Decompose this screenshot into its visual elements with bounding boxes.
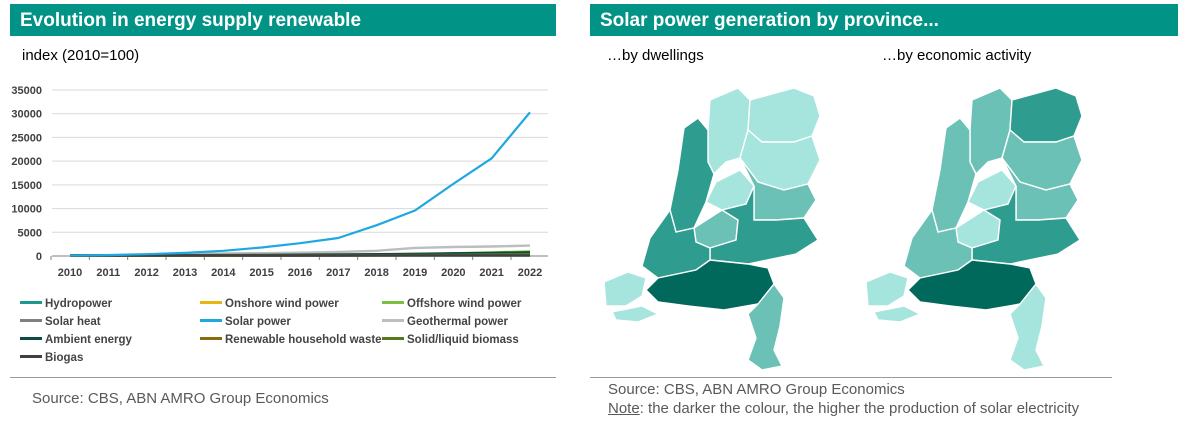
legend-item: Solar power [200, 316, 291, 328]
legend-item: Onshore wind power [200, 298, 339, 310]
legend-label: Solid/liquid biomass [407, 334, 519, 346]
map-economic [865, 87, 1083, 371]
legend-swatch [20, 319, 42, 323]
legend-label: Biogas [45, 352, 84, 364]
y-tick-label: 0 [36, 251, 42, 263]
province-limburg [747, 282, 785, 371]
x-tick-label: 2014 [211, 267, 236, 279]
province-gelderland [971, 185, 1081, 265]
note-label: Note [608, 400, 640, 417]
map-source: Source: CBS, ABN AMRO Group Economics No… [608, 380, 1079, 418]
province-groningen [747, 87, 821, 143]
x-tick-label: 2016 [288, 267, 312, 279]
right-divider [590, 377, 1112, 378]
map-label-dwellings: …by dwellings [607, 47, 704, 64]
x-tick-label: 2018 [364, 267, 388, 279]
x-tick-label: 2022 [518, 267, 542, 279]
province-zeeland [603, 271, 660, 323]
x-tick-label: 2013 [173, 267, 197, 279]
y-tick-label: 5000 [18, 227, 42, 239]
note-text: : the darker the colour, the higher the … [639, 400, 1080, 417]
province-noord-holland [669, 117, 715, 233]
province-limburg [1009, 282, 1047, 371]
legend-label: Ambient energy [45, 334, 132, 346]
x-tick-label: 2020 [441, 267, 465, 279]
y-tick-label: 35000 [11, 85, 42, 97]
map-source-line: Source: CBS, ABN AMRO Group Economics [608, 381, 905, 398]
series-line-solar-power [69, 111, 531, 257]
province-gelderland [709, 185, 819, 265]
legend-swatch [20, 301, 42, 305]
y-tick-label: 30000 [11, 109, 42, 121]
legend-item: Geothermal power [382, 316, 508, 328]
legend-swatch [200, 301, 222, 305]
chart-source: Source: CBS, ABN AMRO Group Economics [32, 390, 329, 407]
legend-swatch [382, 319, 404, 323]
legend-swatch [20, 355, 42, 359]
map-panel-title: Solar power generation by province... [590, 4, 1178, 36]
legend-swatch [20, 337, 42, 341]
chart-panel-title: Evolution in energy supply renewable [10, 4, 556, 36]
x-tick-label: 2011 [96, 267, 120, 279]
y-tick-label: 15000 [11, 180, 42, 192]
legend-swatch [200, 319, 222, 323]
x-tick-label: 2021 [479, 267, 503, 279]
legend-item: Solar heat [20, 316, 101, 328]
legend-swatch [200, 337, 222, 341]
legend-label: Geothermal power [407, 316, 508, 328]
x-tick-label: 2017 [326, 267, 350, 279]
legend-label: Onshore wind power [225, 298, 339, 310]
legend-label: Renewable household waste [225, 334, 382, 346]
legend-swatch [382, 337, 404, 341]
legend-item: Offshore wind power [382, 298, 521, 310]
legend-swatch [382, 301, 404, 305]
y-tick-label: 20000 [11, 156, 42, 168]
x-tick-label: 2015 [249, 267, 273, 279]
province-zeeland [865, 271, 922, 323]
province-maps [603, 87, 1083, 371]
province-groningen [1009, 87, 1083, 143]
legend-label: Solar power [225, 316, 291, 328]
legend-item: Solid/liquid biomass [382, 334, 519, 346]
chart-subtitle: index (2010=100) [22, 47, 140, 64]
map-label-economic: …by economic activity [882, 47, 1032, 64]
province-noord-holland [931, 117, 977, 233]
map-dwellings [603, 87, 821, 371]
legend-item: Hydropower [20, 298, 112, 310]
x-tick-label: 2010 [58, 267, 82, 279]
map-note: Note: the darker the colour, the higher … [608, 399, 1079, 418]
legend-item: Renewable household waste [200, 334, 382, 346]
x-tick-label: 2019 [403, 267, 427, 279]
line-chart: 0 5000 10000 15000 20000 25000 30000 35000 2010 2… [11, 85, 548, 279]
legend-label: Solar heat [45, 316, 101, 328]
x-tick-label: 2012 [134, 267, 158, 279]
legend-label: Offshore wind power [407, 298, 522, 310]
y-tick-label: 25000 [11, 132, 42, 144]
legend-item: Biogas [20, 352, 83, 364]
legend-label: Hydropower [45, 298, 113, 310]
y-tick-label: 10000 [11, 204, 42, 216]
legend-item: Ambient energy [20, 334, 132, 346]
left-divider [10, 377, 556, 378]
